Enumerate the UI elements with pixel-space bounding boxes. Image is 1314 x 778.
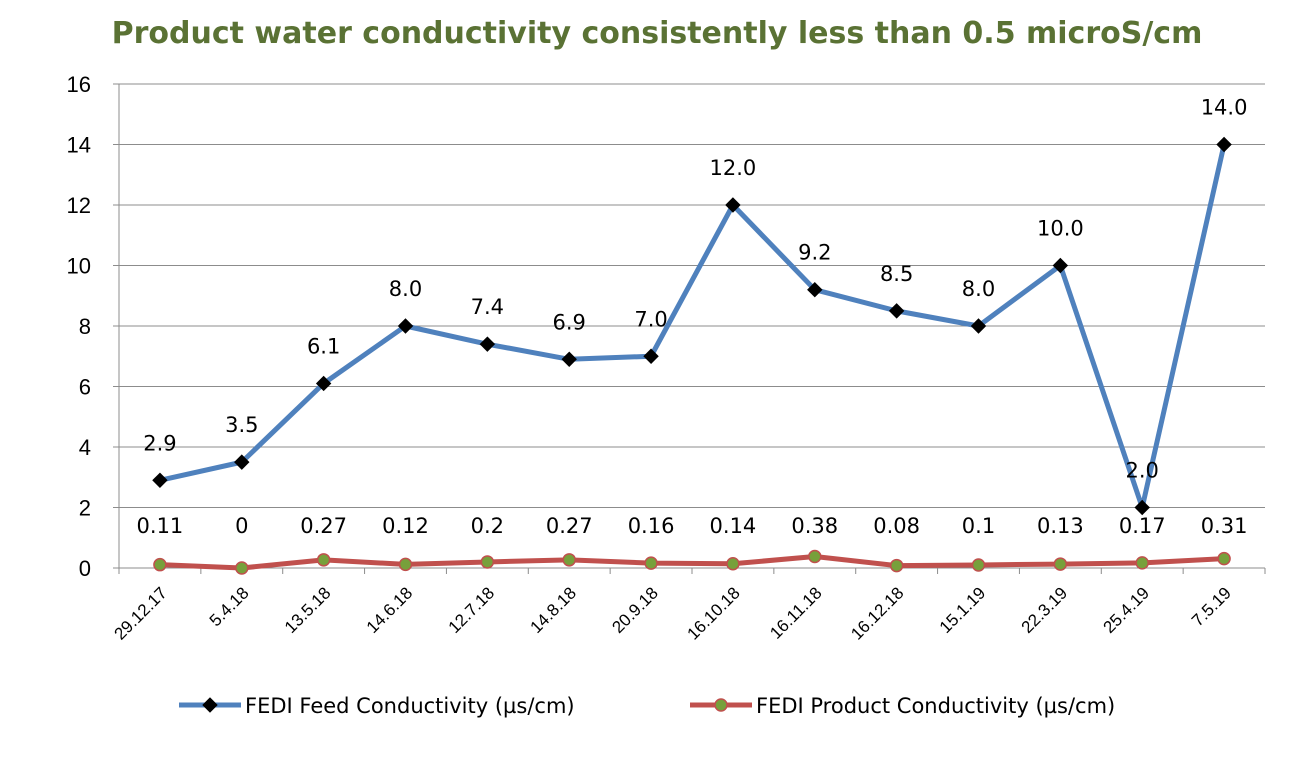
x-axis-ticks: 29.12.17 5.4.18 13.5.18 14.6.18 12.7.18 14.8.…	[111, 583, 1235, 643]
product-data-label: 0.27	[546, 514, 593, 538]
product-data-label: 0.1	[962, 514, 995, 538]
x-tick-label: 7.5.19	[1188, 583, 1235, 630]
feed-point	[807, 281, 823, 298]
product-data-label: 0.38	[791, 514, 838, 538]
product-point	[153, 557, 167, 572]
product-point	[316, 553, 331, 567]
y-tick-label: 6	[79, 375, 91, 400]
feed-data-label: 9.2	[798, 241, 831, 265]
feed-point	[888, 303, 905, 319]
feed-point	[643, 348, 659, 364]
y-tick-label: 4	[79, 435, 91, 460]
feed-point	[152, 472, 168, 488]
product-point	[1217, 551, 1231, 566]
series	[152, 136, 1232, 575]
legend-circle-icon	[714, 698, 728, 712]
y-tick-label: 12	[67, 193, 91, 218]
feed-data-label: 6.9	[553, 310, 586, 334]
x-tick-label: 13.5.18	[281, 583, 335, 637]
product-point	[235, 561, 249, 575]
x-tick-label: 25.4.19	[1099, 583, 1153, 637]
product-point	[398, 557, 413, 572]
feed-data-label: 7.0	[634, 307, 667, 331]
feed-point	[1052, 257, 1069, 274]
feed-data-label: 8.5	[880, 262, 913, 286]
product-point	[644, 556, 658, 570]
y-tick-label: 0	[79, 556, 91, 581]
x-tick-label: 5.4.18	[206, 583, 253, 630]
x-tick-label: 16.12.18	[847, 583, 907, 643]
product-point	[480, 555, 495, 569]
chart-title: Product water conductivity consistently …	[111, 16, 1203, 51]
product-data-label: 0.27	[300, 514, 347, 538]
feed-point	[725, 197, 741, 213]
product-data-label: 0.14	[710, 514, 757, 538]
product-data-label: 0	[235, 514, 248, 538]
y-tick-label: 10	[67, 254, 91, 279]
product-data-label: 0.16	[628, 514, 675, 538]
data-labels: 2.9 3.5 6.1 8.0 7.4 6.9 7.0 12.0 9.2 8.5 8.0 10.0 2.…	[137, 96, 1248, 539]
y-tick-label: 14	[67, 133, 91, 158]
feed-data-label: 8.0	[389, 277, 422, 301]
x-tick-label: 22.3.19	[1018, 583, 1072, 637]
legend-item-1: FEDI Feed Conductivity (µs/cm)	[179, 694, 575, 718]
product-data-label: 0.13	[1037, 514, 1084, 538]
feed-data-label: 2.9	[143, 431, 176, 455]
product-point	[971, 558, 986, 572]
feed-data-label: 2.0	[1126, 459, 1159, 483]
series-line-2	[159, 554, 1225, 571]
legend-diamond-icon	[202, 697, 218, 713]
legend-item-2: FEDI Product Conductivity (µs/cm)	[690, 694, 1115, 718]
feed-data-label: 7.4	[471, 295, 504, 319]
legend-label: FEDI Feed Conductivity (µs/cm)	[245, 694, 575, 718]
gridlines	[119, 83, 1265, 508]
y-tick-label: 8	[79, 314, 91, 339]
product-point	[726, 557, 740, 571]
legend-label: FEDI Product Conductivity (µs/cm)	[756, 694, 1115, 718]
product-data-label: 0.31	[1201, 514, 1248, 538]
product-data-label: 0.2	[471, 514, 504, 538]
legend: FEDI Feed Conductivity (µs/cm) FEDI Produ…	[179, 694, 1115, 718]
product-point	[1135, 556, 1149, 570]
product-data-label: 0.11	[137, 514, 184, 538]
x-tick-label: 15.1.19	[936, 583, 990, 637]
feed-point	[1134, 499, 1150, 516]
x-tick-label: 14.6.18	[363, 583, 417, 637]
feed-point	[561, 351, 577, 367]
feed-data-label: 14.0	[1201, 96, 1248, 120]
product-data-label: 0.08	[873, 514, 920, 538]
y-tick-label: 16	[67, 72, 91, 97]
x-tick-label: 16.11.18	[766, 583, 825, 642]
feed-data-label: 8.0	[962, 277, 995, 301]
product-data-label: 0.12	[382, 514, 429, 538]
feed-point	[970, 318, 987, 334]
axes	[113, 83, 1266, 574]
feed-point	[397, 318, 414, 334]
series-line-1	[159, 143, 1227, 510]
feed-data-label: 3.5	[225, 413, 258, 437]
feed-data-label: 12.0	[710, 156, 757, 180]
feed-point	[234, 454, 250, 470]
feed-point	[315, 375, 332, 392]
x-tick-label: 14.8.18	[526, 583, 580, 637]
x-tick-label: 20.9.18	[608, 583, 662, 637]
feed-point	[479, 336, 496, 352]
y-tick-label: 2	[79, 496, 91, 521]
y-axis-ticks: 0 2 4 6 8 10 12 14 16	[67, 72, 91, 581]
x-tick-label: 12.7.18	[445, 583, 499, 637]
product-data-label: 0.17	[1119, 514, 1166, 538]
product-point	[562, 553, 576, 567]
feed-point	[1216, 136, 1232, 153]
feed-data-label: 10.0	[1037, 217, 1084, 241]
product-point	[808, 549, 822, 564]
x-tick-label: 29.12.17	[111, 583, 171, 643]
x-tick-label: 16.10.18	[684, 583, 744, 643]
product-point	[889, 558, 904, 573]
product-point	[1053, 557, 1068, 571]
feed-data-label: 6.1	[307, 334, 340, 358]
